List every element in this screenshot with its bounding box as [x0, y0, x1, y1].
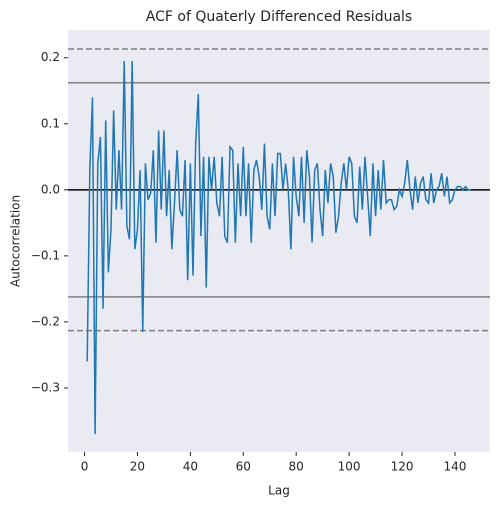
x-tick-label: 60: [236, 460, 251, 474]
acf-line: [86, 61, 471, 435]
x-tick-label: 20: [130, 460, 145, 474]
x-tick-label: 0: [81, 460, 89, 474]
y-tick-label: 0.0: [41, 182, 60, 196]
y-tick-label: −0.1: [31, 248, 60, 262]
y-tick-label: 0.2: [41, 50, 60, 64]
chart-title: ACF of Quaterly Differenced Residuals: [146, 9, 412, 25]
plot-area: [68, 30, 490, 452]
x-tick-label: 140: [443, 460, 466, 474]
x-tick-label: 40: [183, 460, 198, 474]
y-tick-label: 0.1: [41, 116, 60, 130]
x-tick-label: 120: [391, 460, 414, 474]
x-tick-label: 80: [289, 460, 304, 474]
x-tick-label: 100: [338, 460, 361, 474]
y-tick-label: −0.3: [31, 380, 60, 394]
y-axis-label: Autocorrelation: [9, 195, 23, 287]
y-tick-label: −0.2: [31, 314, 60, 328]
x-axis-label: Lag: [268, 484, 290, 498]
